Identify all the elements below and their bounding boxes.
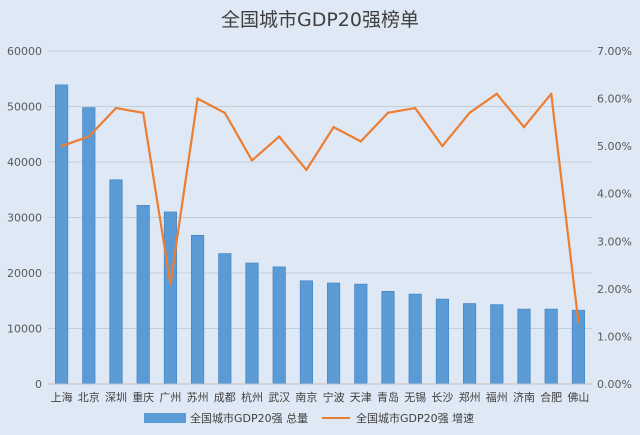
line-point [359, 140, 362, 143]
category-label: 杭州 [241, 390, 263, 404]
category-label: 长沙 [431, 391, 453, 404]
line-point [577, 320, 580, 324]
category-label: 天津 [350, 391, 372, 404]
bar [245, 262, 259, 385]
right-axis-tick-label: 0.00% [597, 378, 632, 391]
line-point [196, 97, 199, 100]
line-series [60, 92, 580, 324]
line-point [223, 111, 226, 115]
category-label: 南京 [295, 390, 317, 404]
left-axis-tick-label: 20000 [7, 267, 42, 280]
right-axis: 0.00% 1.00% 2.00% 3.00% 4.00% 5.00% 6.00% 7.00% [597, 45, 632, 391]
category-label: 重庆 [132, 390, 154, 404]
category-label: 深圳 [105, 391, 127, 404]
right-axis-tick-label: 2.00% [597, 283, 632, 296]
line-point [60, 144, 63, 148]
line-point [386, 111, 390, 115]
line-point [114, 106, 118, 110]
right-axis-tick-label: 1.00% [597, 330, 632, 343]
category-label: 成都 [214, 391, 236, 404]
legend-label-line: 全国城市GDP20强 增速 [356, 411, 474, 425]
category-label: 北京 [78, 390, 100, 404]
line-point [414, 106, 417, 110]
right-axis-tick-label: 6.00% [597, 93, 632, 106]
right-axis-tick-label: 7.00% [597, 45, 632, 58]
bar [435, 298, 449, 385]
growth-line [61, 92, 580, 323]
legend: 全国城市GDP20强 总量 全国城市GDP20强 增速 [144, 411, 474, 425]
bar [327, 282, 341, 385]
bar [163, 211, 177, 385]
right-axis-tick-label: 4.00% [597, 188, 632, 201]
bar [191, 234, 205, 385]
category-label: 苏州 [187, 391, 209, 404]
category-label: 广州 [159, 391, 181, 404]
right-axis-tick-label: 5.00% [597, 140, 632, 153]
bar [544, 308, 558, 385]
bar [218, 253, 232, 385]
bar [354, 283, 368, 385]
bar [272, 266, 286, 385]
line-point [142, 111, 145, 115]
line-point [250, 159, 254, 162]
category-label: 合肥 [540, 390, 562, 404]
line-point [169, 282, 172, 286]
category-label: 佛山 [567, 391, 589, 404]
category-label: 郑州 [459, 390, 481, 404]
bar [408, 293, 422, 385]
line-point [305, 168, 308, 172]
category-label: 无锡 [404, 390, 426, 404]
left-axis: 0 10000 20000 30000 40000 50000 60000 [7, 45, 42, 391]
left-axis-tick-label: 0 [35, 378, 42, 391]
right-axis-tick-label: 3.00% [597, 235, 632, 248]
line-point [441, 144, 444, 148]
line-point [87, 135, 91, 138]
line-point [495, 92, 498, 96]
legend-swatch-bar [144, 413, 186, 423]
bar [381, 291, 395, 385]
line-point [522, 125, 526, 129]
bar [109, 179, 123, 385]
bar [490, 304, 504, 385]
left-axis-tick-label: 60000 [7, 45, 42, 58]
category-label: 武汉 [268, 391, 290, 404]
chart-title: 全国城市GDP20强榜单 [221, 9, 419, 31]
legend-label-bar: 全国城市GDP20强 总量 [190, 411, 308, 425]
left-axis-tick-label: 50000 [7, 101, 42, 114]
bar [82, 107, 96, 385]
category-label: 福州 [486, 390, 508, 404]
bar [517, 308, 531, 385]
category-label: 济南 [513, 390, 535, 404]
line-point [278, 135, 281, 138]
bar-series [55, 84, 585, 385]
bar [55, 84, 69, 385]
bar [299, 280, 313, 385]
category-axis: 上海 北京 深圳 重庆 广州 苏州 成都 杭州 武汉 南京 宁波 天津 青岛 无锡 长沙 郑州 福州 济南 合肥 佛山 [48, 383, 592, 404]
category-label: 青岛 [377, 390, 399, 404]
gridlines [48, 50, 592, 385]
bar [136, 204, 150, 385]
category-label: 上海 [51, 390, 73, 404]
left-axis-tick-label: 40000 [7, 156, 42, 169]
line-point [550, 92, 553, 96]
bar [463, 303, 477, 385]
left-axis-tick-label: 30000 [7, 212, 42, 225]
line-point [332, 125, 335, 129]
left-axis-tick-label: 10000 [7, 323, 42, 336]
line-point [468, 111, 471, 115]
category-label: 宁波 [323, 390, 345, 404]
